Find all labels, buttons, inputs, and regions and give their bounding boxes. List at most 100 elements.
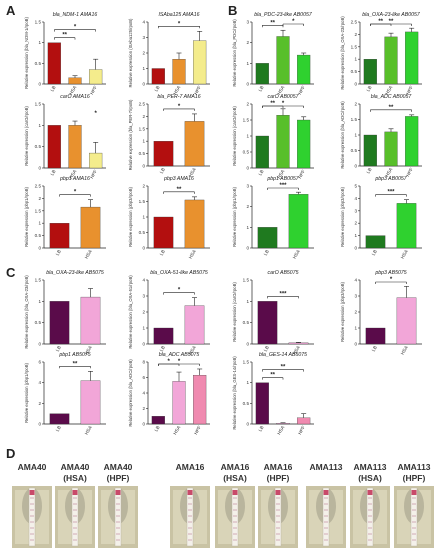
chart-9: carO AB0057 0 0.5 1 1.5 2 Relative expression … [232,94,314,180]
y-tick-label: 2 [246,40,249,45]
chart-title: bla_ADC AB5075 [159,352,200,358]
x-tick-label: HSA [400,344,410,355]
x-tick-label: HSA [172,84,182,95]
y-tick-label: 1.5 [243,360,250,365]
y-axis-label: Relative expression (pbp3/rpoB) [128,186,133,246]
x-tick-label: LB [258,85,265,92]
y-tick-label: 4 [142,391,145,396]
significance-label: ** [389,19,394,25]
chart-16: pbp3 AB5075 0 1 2 3 4 Relative expression (pbp… [340,270,422,356]
y-tick-label: 0 [38,246,41,251]
x-tick-label: LB [371,345,378,352]
y-axis-label: Relative expression (bla_PER-7/rpoB) [128,99,133,170]
x-tick-label: HSA [384,166,394,177]
strip-sublabel: (HPF) [107,473,130,483]
chart-14: bla_OXA-51-like AB5075 0 1 2 3 4 Relative expr… [128,270,210,356]
x-tick-label: HPF [297,169,306,180]
significance-label: *** [387,190,395,196]
chart-4: bla_PER-7 AMA16 0 0.5 1 1.5 2 2.5 Relative expr… [128,94,210,178]
y-tick-label: 0 [38,342,41,347]
y-axis-label: Relative expression (bla_OXA-23/rpoB) [340,16,345,90]
y-tick-label: 0.5 [35,233,42,238]
chart-7: bla_PDC-23-like AB0057 0 1 2 3 Relative expre… [232,12,314,96]
x-tick-label: LB [371,249,378,256]
y-tick-label: 0 [38,166,41,171]
y-tick-label: 0 [142,164,145,169]
y-tick-label: 6 [38,360,41,365]
y-axis-label: Relative expression (pbp1/rpoB) [24,362,29,422]
significance-label: * [74,25,77,31]
y-tick-label: 3 [246,184,249,189]
y-tick-label: 2 [142,114,145,119]
y-tick-label: 3 [142,35,145,40]
bar-charts: bla_NDM-1 AMA16 0 0.5 1 1.5 Relative expressi… [24,12,422,436]
x-tick-label: HSA [276,168,286,179]
y-tick-label: 1 [38,123,41,128]
bar [184,199,205,249]
x-tick-label: HSA [188,166,198,177]
bar [153,327,174,345]
strip-sublabel: (HPF) [267,473,290,483]
bar [68,77,82,85]
chart-title: pbp1 AB0057 [266,176,299,182]
bar [47,42,61,85]
y-tick-label: 0 [354,82,357,87]
y-tick-label: 5 [354,184,357,189]
etest-strip [114,487,122,547]
y-tick-label: 1.5 [351,117,358,122]
strip-7: AMA113 [306,462,346,548]
x-tick-label: HPF [297,425,306,436]
strip-marker [232,490,238,495]
significance-label: *** [279,291,287,297]
chart-3: carO AMA16 0 0.5 1 1.5 Relative expression (c… [24,94,106,180]
chart-title: bla_OXA-23-like AB0057 [362,12,421,18]
chart-title: pbp1 AB5075 [58,352,90,358]
y-tick-label: 1.5 [35,278,42,283]
bar [276,115,290,169]
y-tick-label: 0 [38,422,41,427]
significance-label: ** [270,101,275,107]
y-tick-label: 3 [142,294,145,299]
significance-label: * [292,19,295,25]
bar [80,380,101,425]
x-tick-label: HPF [297,85,306,96]
bar [172,59,186,85]
significance-label: ** [270,20,275,26]
bar [49,223,70,249]
y-tick-label: 1 [354,326,357,331]
y-tick-label: 0.5 [351,148,358,153]
chart-18: bla_ADC AB5075 0 2 4 6 8 Relative expression (… [128,352,210,436]
bar [384,36,398,85]
x-tick-label: LB [159,345,166,352]
y-tick-label: 2 [142,310,145,315]
strip-marker [367,490,373,495]
x-tick-label: LB [154,425,161,432]
y-tick-label: 0 [354,164,357,169]
bar [151,68,165,85]
y-tick-label: 2 [142,184,145,189]
y-tick-label: 1 [142,139,145,144]
significance-label: * [178,104,181,110]
bar [153,216,174,249]
significance-label: ** [62,33,67,39]
y-tick-label: 0.5 [139,230,146,235]
significance-label: * [178,21,181,27]
y-tick-label: 0 [246,422,249,427]
x-tick-label: HPF [89,169,98,180]
etest-strip [410,487,418,547]
chart-title: pbp3 AB5075 [374,270,406,276]
x-tick-label: HSA [276,84,286,95]
strip-4: AMA16 [170,462,210,548]
strip-8: AMA113(HSA) [350,462,390,548]
y-axis-label: Relative expression (bla_NDM-1/rpoB) [24,17,29,89]
strip-6: AMA16(HPF) [258,462,298,548]
bar [184,121,205,167]
significance-label: ** [378,19,383,25]
y-tick-label: 0 [246,82,249,87]
bar [384,131,398,167]
panel-letter-d: D [6,446,15,461]
y-tick-label: 1.5 [35,20,42,25]
y-tick-label: 6 [142,375,145,380]
significance-label: ** [177,187,182,193]
x-tick-label: LB [159,249,166,256]
